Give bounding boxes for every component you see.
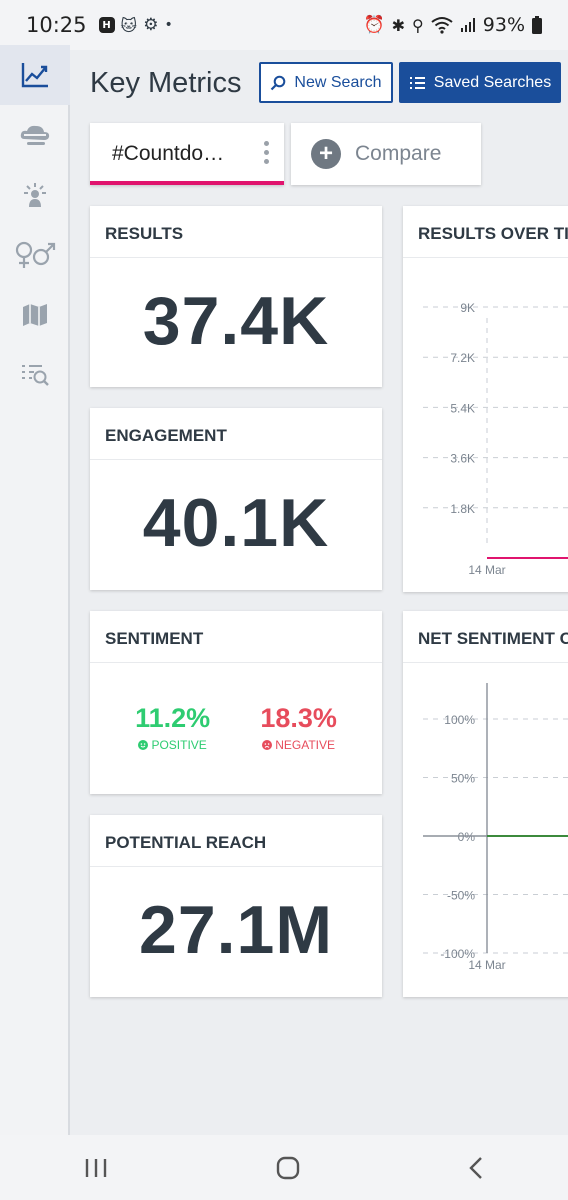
positive-label: POSITIVE: [151, 738, 207, 752]
bluetooth-icon: ✱: [391, 15, 406, 35]
x-tick-label: 14 Mar: [468, 958, 505, 972]
y-tick-label: 9K: [460, 301, 475, 315]
net-sentiment-card: NET SENTIMENT O 100% 50% 0% -50% -100% 14 Mar: [403, 611, 568, 997]
net-sentiment-title: NET SENTIMENT O: [403, 611, 568, 663]
sidebar-item-influencers[interactable]: [0, 165, 70, 225]
compare-tab[interactable]: + Compare: [291, 123, 481, 185]
y-tick-label: 100%: [444, 713, 475, 727]
h-app-icon: H: [98, 17, 115, 33]
wifi-icon: [431, 17, 453, 34]
page-title: Key Metrics: [90, 67, 242, 99]
engagement-title: ENGAGEMENT: [90, 408, 382, 460]
trend-chart-icon: [21, 63, 48, 88]
tab-search[interactable]: #Countdo…: [90, 123, 284, 185]
potential-reach-value: 27.1M: [139, 892, 333, 968]
more-vert-icon[interactable]: [264, 141, 270, 164]
back-icon[interactable]: [468, 1156, 484, 1180]
results-over-time-card: RESULTS OVER TI 9K 7.2K 5.4K 3.6K 1.8K 14 Mar: [403, 206, 568, 592]
map-icon: [23, 304, 47, 326]
y-tick-label: 50%: [451, 772, 475, 786]
battery-icon: [532, 16, 542, 34]
compare-label: Compare: [355, 142, 442, 165]
y-tick-label: 5.4K: [450, 401, 475, 415]
sentiment-card: SENTIMENT 11.2% POSITIVE 18.3% NEGATIVE: [90, 611, 382, 794]
results-over-time-chart: 9K 7.2K 5.4K 3.6K 1.8K 14 Mar: [423, 301, 568, 577]
filter-list-icon: [22, 365, 49, 386]
cat-app-icon: 🐱: [120, 15, 138, 35]
y-tick-label: 3.6K: [450, 452, 475, 466]
sidebar-item-search-filters[interactable]: [0, 345, 70, 405]
negative-value: 18.3%: [260, 703, 337, 733]
y-tick-label: -100%: [440, 947, 475, 961]
negative-sentiment: 18.3% NEGATIVE: [260, 703, 337, 752]
status-time: 10:25: [26, 13, 87, 37]
notification-icons: H 🐱 ⚙ •: [98, 15, 173, 35]
list-icon: [409, 76, 425, 89]
y-tick-label: 7.2K: [450, 351, 475, 365]
plus-icon: +: [311, 139, 341, 169]
search-icon: [271, 75, 286, 90]
smile-icon: [138, 740, 149, 750]
y-tick-label: 0%: [458, 830, 476, 844]
settings-icon: ⚙: [143, 15, 159, 35]
y-tick-label: 1.8K: [450, 502, 475, 516]
sidebar-item-key-metrics[interactable]: [0, 45, 70, 105]
x-tick-label: 14 Mar: [468, 563, 505, 577]
new-search-button[interactable]: New Search: [259, 62, 393, 103]
net-sentiment-chart: 100% 50% 0% -50% -100%14 Mar: [423, 683, 568, 972]
positive-value: 11.2%: [135, 703, 211, 733]
saved-searches-button[interactable]: Saved Searches: [399, 62, 561, 103]
gender-icon: [15, 241, 56, 268]
y-tick-label: -50%: [447, 889, 475, 903]
battery-percent: 93%: [482, 14, 525, 36]
engagement-card: ENGAGEMENT 40.1K: [90, 408, 382, 590]
sidebar: [0, 45, 70, 1135]
saved-searches-label: Saved Searches: [433, 73, 552, 91]
potential-reach-title: POTENTIAL REACH: [90, 815, 382, 867]
cloud-layers-icon: [20, 125, 50, 145]
sentiment-title: SENTIMENT: [90, 611, 382, 663]
main-content: Key Metrics New Search Saved Searches #C…: [72, 45, 568, 1135]
system-icons: ⏰ ✱ ⚲ 93%: [363, 14, 542, 36]
home-icon[interactable]: [276, 1156, 300, 1180]
dot-icon: •: [164, 17, 173, 33]
results-card: RESULTS 37.4K: [90, 206, 382, 387]
results-over-time-title: RESULTS OVER TI: [403, 206, 568, 258]
engagement-value: 40.1K: [142, 485, 330, 561]
signal-icon: [460, 18, 475, 32]
location-icon: ⚲: [412, 15, 424, 35]
alarm-icon: ⏰: [363, 15, 385, 35]
recent-apps-icon[interactable]: [84, 1157, 108, 1179]
status-bar: 10:25 H 🐱 ⚙ • ⏰ ✱ ⚲ 93%: [0, 0, 568, 50]
frown-icon: [262, 740, 273, 750]
positive-sentiment: 11.2% POSITIVE: [135, 703, 210, 752]
results-title: RESULTS: [90, 206, 382, 258]
influencer-icon: [24, 183, 46, 207]
tab-search-label: #Countdo…: [112, 142, 225, 165]
sidebar-item-demographics[interactable]: [0, 225, 70, 285]
sidebar-item-topics[interactable]: [0, 105, 70, 165]
negative-label: NEGATIVE: [275, 738, 335, 752]
sidebar-item-geography[interactable]: [0, 285, 70, 345]
new-search-label: New Search: [294, 73, 382, 91]
potential-reach-card: POTENTIAL REACH 27.1M: [90, 815, 382, 997]
system-nav-bar: [0, 1135, 568, 1200]
tab-active-indicator: [90, 181, 284, 185]
results-value: 37.4K: [142, 283, 330, 359]
